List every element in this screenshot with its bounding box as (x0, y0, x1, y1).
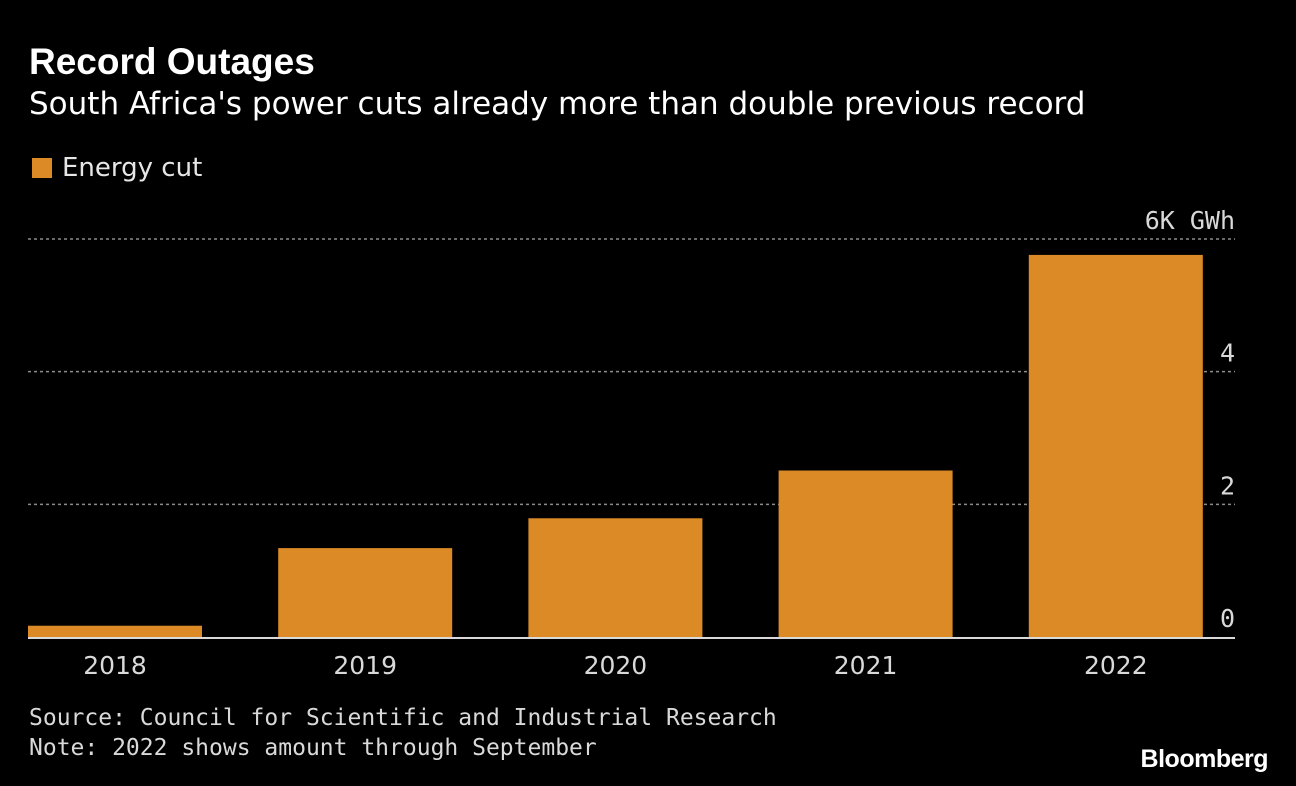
legend: Energy cut (32, 152, 202, 184)
y-tick-label-2: 2 (1220, 471, 1235, 500)
source-note: Source: Council for Scientific and Indus… (29, 705, 777, 731)
y-tick-label-4: 4 (1220, 339, 1235, 368)
bar-chart: 0 2 4 6K GWh 2018 2019 2020 2021 2022 (28, 206, 1235, 680)
note-text: Note: 2022 shows amount through Septembe… (29, 735, 597, 761)
bar-2021 (778, 470, 953, 637)
x-tick-label-2021: 2021 (834, 651, 898, 680)
bar-2019 (278, 548, 453, 637)
chart-subtitle: South Africa's power cuts already more t… (29, 86, 1086, 122)
x-tick-label-2020: 2020 (584, 651, 648, 680)
x-tick-labels: 2018 2019 2020 2021 2022 (83, 651, 1147, 680)
y-tick-labels: 0 2 4 6K GWh (1145, 206, 1235, 633)
bar-2020 (528, 518, 703, 637)
bloomberg-logo: Bloomberg (1140, 745, 1269, 773)
chart-title: Record Outages (29, 41, 315, 82)
bar-2022 (1028, 254, 1203, 638)
bar-2018 (28, 625, 202, 637)
legend-label-energy-cut: Energy cut (62, 153, 203, 183)
legend-swatch-energy-cut (32, 158, 52, 178)
y-tick-label-0: 0 (1220, 604, 1235, 633)
x-tick-label-2018: 2018 (83, 651, 147, 680)
bars (28, 254, 1203, 638)
x-tick-label-2019: 2019 (333, 651, 397, 680)
y-tick-label-6: 6K GWh (1145, 206, 1235, 235)
x-tick-label-2022: 2022 (1084, 651, 1148, 680)
